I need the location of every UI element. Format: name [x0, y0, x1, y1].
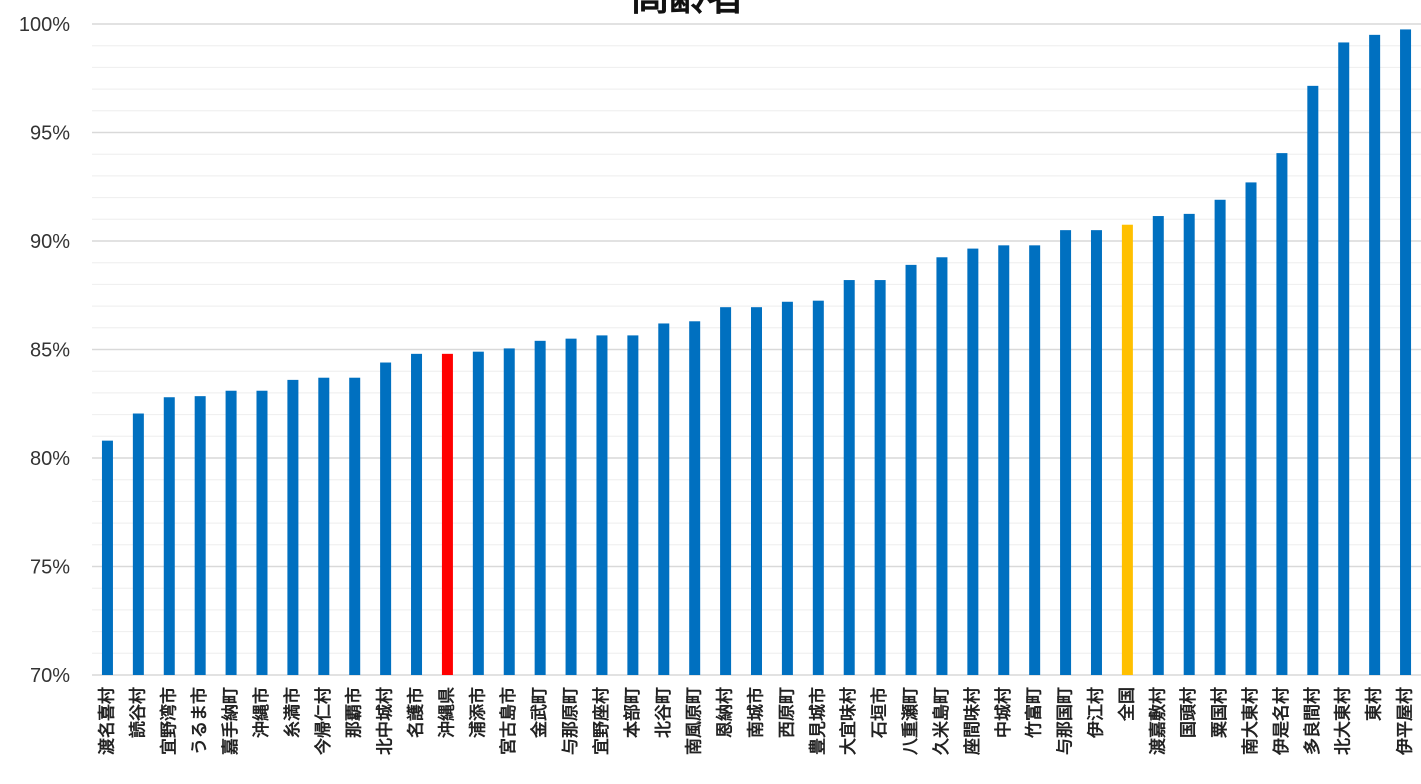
bar	[658, 323, 670, 675]
bar	[318, 377, 330, 675]
bar	[380, 362, 392, 675]
y-tick-label: 85%	[30, 340, 70, 362]
x-tick-label: 糸満市	[282, 687, 303, 738]
bar	[132, 413, 144, 675]
y-tick-label: 80%	[30, 448, 70, 470]
bar	[1121, 224, 1133, 675]
bar	[998, 245, 1010, 675]
x-tick-label: 那覇市	[344, 687, 365, 738]
x-tick-label: 国頭村	[1178, 687, 1199, 738]
bar	[1060, 230, 1072, 675]
bar	[411, 353, 423, 675]
bar	[781, 301, 793, 675]
bar	[256, 390, 268, 675]
x-tick-label: 竹富町	[1024, 687, 1045, 739]
bars	[101, 29, 1412, 676]
x-tick-label: 中城村	[993, 687, 1014, 738]
x-tick-label: 西原町	[777, 687, 797, 738]
bar	[1338, 42, 1350, 675]
x-tick-label: 東村	[1364, 687, 1385, 721]
x-tick-label: 宜野湾市	[158, 687, 179, 755]
x-tick-label: 南大東村	[1240, 687, 1261, 755]
bar	[967, 248, 979, 675]
bar	[163, 397, 175, 675]
bar	[689, 321, 701, 675]
bar	[751, 307, 762, 675]
bar	[936, 257, 948, 675]
x-tick-label: 本部町	[622, 687, 643, 738]
bar	[1245, 182, 1257, 675]
x-tick-label: 渡名喜村	[96, 687, 117, 755]
x-tick-label: 八重瀬町	[900, 687, 921, 755]
bar	[503, 348, 515, 675]
x-tick-label: 嘉手納町	[220, 687, 241, 756]
x-tick-label: 宮古島市	[498, 687, 519, 755]
x-tick-label: 伊是名村	[1271, 687, 1292, 756]
bar	[874, 280, 886, 675]
x-tick-label: 恩納村	[715, 687, 736, 738]
bar	[349, 377, 361, 675]
x-tick-label: 全国	[1116, 687, 1137, 722]
x-tick-label: 今帰仁村	[313, 687, 334, 755]
x-tick-label: 金武町	[529, 687, 550, 739]
x-tick-label: 北谷町	[654, 687, 674, 738]
bar	[812, 300, 824, 675]
x-tick-label: 与那国町	[1056, 687, 1076, 755]
bar	[1400, 29, 1412, 676]
x-tick-label: 粟国村	[1209, 687, 1230, 738]
bar	[534, 340, 546, 675]
x-tick-label: 浦添市	[467, 687, 488, 738]
bar	[1090, 230, 1102, 675]
x-tick-label: 多良間村	[1302, 687, 1323, 755]
x-tick-label: うるま市	[189, 687, 210, 755]
bar	[627, 335, 639, 675]
bar	[101, 440, 113, 675]
bar	[472, 351, 484, 675]
bar	[843, 280, 855, 675]
bar	[287, 379, 299, 675]
bar	[596, 335, 608, 675]
x-tick-label: 読谷村	[127, 687, 148, 738]
x-axis: 渡名喜村 読谷村 宜野湾市 うるま市 嘉手納町 沖縄市 糸満市 今帰仁村 那覇市 北中城村 名護市沖…	[96, 687, 1415, 756]
bar	[194, 396, 206, 675]
bar	[1152, 216, 1164, 676]
x-tick-label: 宜野座村	[591, 687, 612, 755]
y-tick-label: 100%	[19, 14, 70, 36]
bar	[441, 353, 453, 675]
x-tick-label: 南風原町	[684, 687, 705, 755]
x-tick-label: 与那原町	[561, 687, 581, 755]
bar	[1183, 213, 1195, 675]
bar	[1307, 85, 1319, 676]
x-tick-label: 北大東村	[1333, 687, 1354, 755]
bar	[905, 264, 917, 675]
bar	[225, 390, 237, 675]
y-tick-label: 90%	[30, 231, 70, 253]
bar	[1214, 199, 1226, 675]
chart-title: 高齢者	[631, 0, 745, 19]
x-tick-label: 石垣市	[869, 687, 890, 739]
bar	[565, 338, 577, 675]
bar	[720, 307, 732, 675]
y-tick-label: 75%	[30, 557, 70, 579]
y-tick-label: 70%	[30, 665, 70, 687]
bar	[1369, 34, 1381, 676]
bar	[1029, 245, 1041, 675]
x-tick-label: 南城市	[746, 687, 767, 738]
x-tick-label: 大宜味村	[838, 687, 859, 755]
x-tick-label: 伊平屋村	[1395, 687, 1416, 756]
x-tick-label: 豊見城市	[807, 687, 828, 755]
x-tick-label: 久米島町	[931, 687, 952, 755]
y-axis: 70% 75% 80% 85% 90% 95% 100%	[19, 14, 70, 687]
x-tick-label: 座間味村	[962, 687, 983, 755]
x-tick-label: 伊江村	[1085, 687, 1106, 739]
x-tick-label: 沖縄市	[251, 687, 272, 738]
bar	[1276, 153, 1288, 676]
y-tick-label: 95%	[30, 123, 70, 145]
x-tick-label: 沖縄県	[436, 687, 457, 738]
x-tick-label: 北中城村	[375, 687, 396, 755]
x-tick-label: 渡嘉敷村	[1147, 687, 1168, 755]
x-tick-label: 名護市	[406, 687, 427, 738]
